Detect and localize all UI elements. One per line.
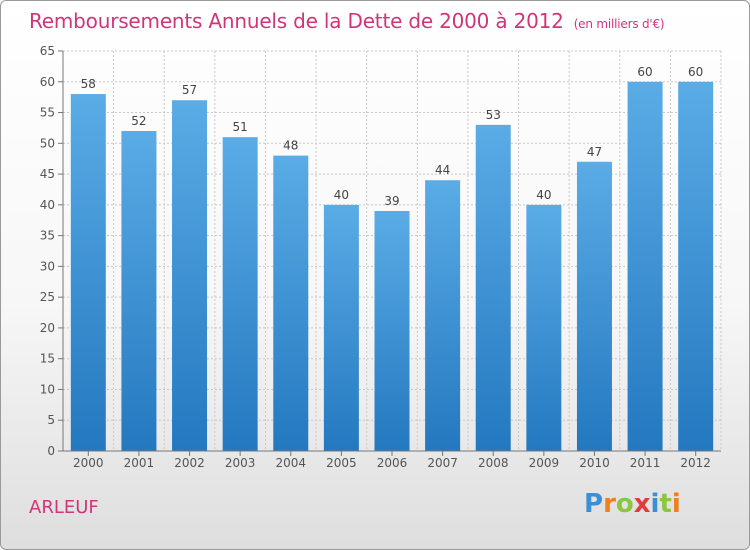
y-tick-label: 20 <box>40 321 55 335</box>
chart-title: Remboursements Annuels de la Dette de 20… <box>29 9 665 33</box>
x-tick-label-2008: 2008 <box>478 456 509 470</box>
x-tick-label-2007: 2007 <box>427 456 458 470</box>
y-tick-label: 35 <box>40 229 55 243</box>
data-label-2000: 58 <box>81 77 96 91</box>
bar-2003 <box>222 137 258 451</box>
logo-letter: i <box>671 489 681 519</box>
bar-2012 <box>678 81 714 452</box>
data-label-2002: 57 <box>182 83 197 97</box>
bar-2002 <box>172 100 208 451</box>
y-tick-label: 65 <box>40 44 55 58</box>
logo-letter: i <box>650 489 660 519</box>
x-tick-label-2012: 2012 <box>680 456 711 470</box>
data-label-2005: 40 <box>334 188 349 202</box>
x-tick-label-2006: 2006 <box>377 456 408 470</box>
y-tick-label: 30 <box>40 259 55 273</box>
y-tick-label: 55 <box>40 106 55 120</box>
y-tick-label: 60 <box>40 75 55 89</box>
x-tick-label-2003: 2003 <box>225 456 256 470</box>
y-tick-label: 45 <box>40 167 55 181</box>
x-tick-label-2009: 2009 <box>529 456 560 470</box>
bar-2005 <box>323 204 359 451</box>
data-label-2009: 40 <box>536 188 551 202</box>
bar-2007 <box>425 180 461 451</box>
bar-2008 <box>475 124 511 451</box>
bar-2009 <box>526 204 562 451</box>
bars <box>70 81 714 452</box>
bar-2006 <box>374 211 410 451</box>
bar-2004 <box>273 155 309 451</box>
title-text: Remboursements Annuels de la Dette de 20… <box>29 9 564 33</box>
x-tick-label-2011: 2011 <box>630 456 661 470</box>
x-tick-label-2000: 2000 <box>73 456 104 470</box>
logo-letter: o <box>615 489 634 519</box>
data-label-2007: 44 <box>435 163 450 177</box>
y-tick-label: 10 <box>40 382 55 396</box>
axes <box>58 50 721 456</box>
x-tick-label-2004: 2004 <box>275 456 306 470</box>
y-tick-label: 25 <box>40 290 55 304</box>
data-label-2012: 60 <box>688 65 703 79</box>
data-label-2011: 60 <box>637 65 652 79</box>
data-label-2004: 48 <box>283 139 298 153</box>
data-label-2006: 39 <box>384 194 399 208</box>
title-unit: (en milliers d'€) <box>573 17 665 31</box>
logo-letter: x <box>633 489 651 519</box>
logo-letter: t <box>659 489 672 519</box>
logo-letter: r <box>603 489 616 519</box>
location-label: ARLEUF <box>29 497 99 518</box>
bar-2000 <box>70 94 106 452</box>
data-label-2008: 53 <box>486 108 501 122</box>
bar-2010 <box>576 161 612 451</box>
data-label-2010: 47 <box>587 145 602 159</box>
labels: 0 5 10 15 20 25 30 35 40 45 50 55 60 65 58 2000 52 2001 57… <box>40 44 711 470</box>
x-tick-label-2010: 2010 <box>579 456 610 470</box>
data-label-2001: 52 <box>131 114 146 128</box>
bar-2001 <box>121 131 157 451</box>
y-tick-label: 40 <box>40 198 55 212</box>
data-label-2003: 51 <box>233 120 248 134</box>
bar-2011 <box>627 81 663 452</box>
y-tick-label: 0 <box>47 444 55 458</box>
proxiti-logo: Proxiti <box>584 489 681 519</box>
logo-letter: P <box>584 489 604 519</box>
y-tick-label: 15 <box>40 352 55 366</box>
x-tick-label-2002: 2002 <box>174 456 205 470</box>
y-tick-label: 5 <box>47 413 55 427</box>
x-tick-label-2005: 2005 <box>326 456 357 470</box>
y-tick-label: 50 <box>40 136 55 150</box>
x-tick-label-2001: 2001 <box>124 456 155 470</box>
